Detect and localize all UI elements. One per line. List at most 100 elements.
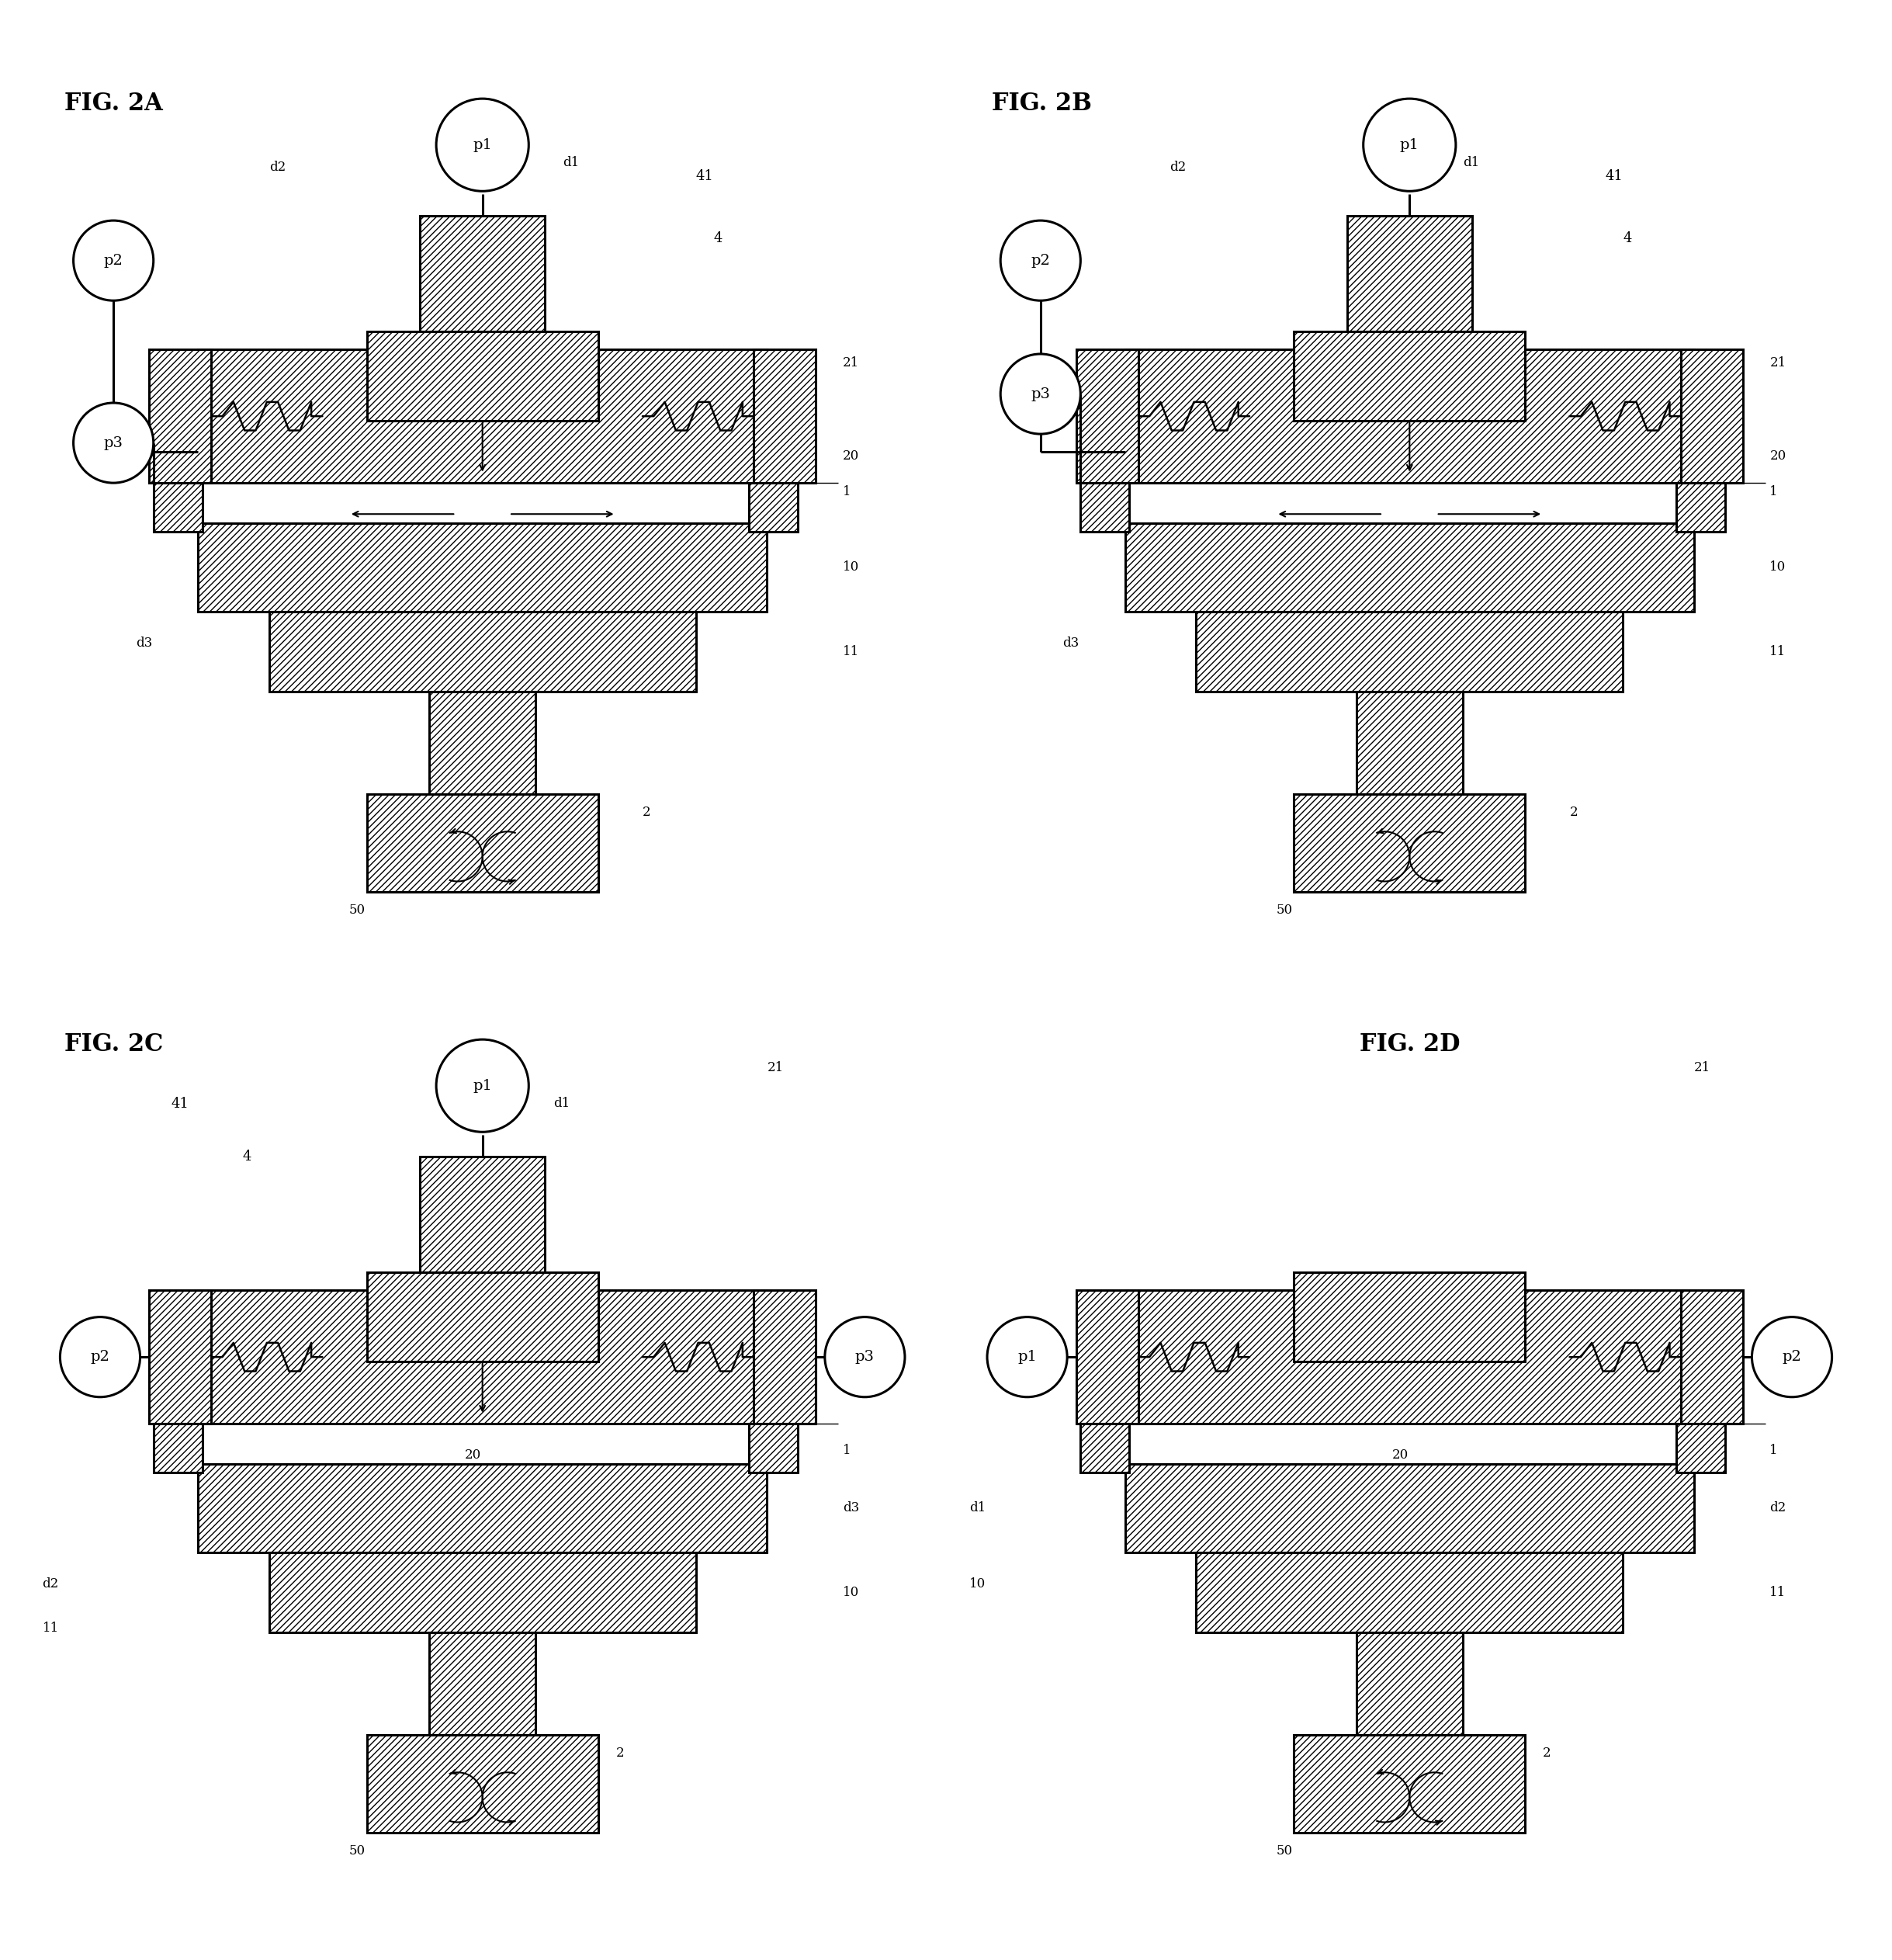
- Circle shape: [61, 1317, 140, 1397]
- Text: p2: p2: [1031, 253, 1050, 267]
- Text: p1: p1: [473, 137, 492, 153]
- Text: FIG. 2C: FIG. 2C: [64, 1033, 163, 1056]
- Circle shape: [437, 98, 528, 192]
- Bar: [367, 331, 598, 421]
- Bar: [367, 1735, 598, 1833]
- Bar: [1077, 349, 1139, 482]
- Bar: [1680, 1290, 1743, 1423]
- Bar: [1294, 794, 1525, 892]
- Text: d1: d1: [554, 1098, 569, 1109]
- Text: d2: d2: [269, 161, 286, 174]
- Text: p3: p3: [104, 435, 123, 451]
- Text: 11: 11: [842, 645, 859, 659]
- Bar: [420, 216, 545, 331]
- Text: d1: d1: [562, 157, 579, 169]
- Text: 50: 50: [1277, 1844, 1292, 1858]
- Bar: [153, 482, 202, 531]
- Bar: [1080, 482, 1130, 531]
- Bar: [199, 523, 766, 612]
- Bar: [367, 1272, 598, 1362]
- Text: 41: 41: [696, 169, 713, 182]
- Bar: [1680, 349, 1743, 482]
- Text: 50: 50: [348, 1844, 365, 1858]
- Bar: [429, 1633, 535, 1735]
- Circle shape: [1752, 1317, 1831, 1397]
- Circle shape: [988, 1317, 1067, 1397]
- Text: p1: p1: [1018, 1350, 1037, 1364]
- Text: p3: p3: [855, 1350, 874, 1364]
- Text: p2: p2: [91, 1350, 110, 1364]
- Text: 21: 21: [766, 1060, 783, 1074]
- Text: 21: 21: [842, 357, 859, 368]
- Bar: [1347, 216, 1472, 331]
- Bar: [420, 1156, 545, 1272]
- Text: 41: 41: [1604, 169, 1623, 182]
- Text: 10: 10: [842, 561, 859, 574]
- Text: 10: 10: [842, 1586, 859, 1599]
- Text: 41: 41: [170, 1096, 189, 1111]
- Circle shape: [825, 1317, 904, 1397]
- Text: 2: 2: [643, 806, 651, 819]
- Text: 2: 2: [1570, 806, 1578, 819]
- Text: 20: 20: [1393, 1448, 1408, 1462]
- Bar: [1196, 612, 1623, 692]
- Text: 50: 50: [1277, 904, 1292, 917]
- Bar: [749, 482, 798, 531]
- Text: d2: d2: [1769, 1501, 1786, 1515]
- Text: 10: 10: [969, 1578, 986, 1590]
- Text: 1: 1: [1769, 1445, 1778, 1456]
- Text: d2: d2: [1169, 161, 1186, 174]
- Bar: [1357, 1633, 1463, 1735]
- Text: p2: p2: [104, 253, 123, 267]
- Circle shape: [74, 221, 153, 300]
- Text: 1: 1: [1769, 486, 1778, 498]
- Bar: [1294, 1272, 1525, 1362]
- Text: 21: 21: [1693, 1060, 1710, 1074]
- Bar: [153, 1423, 202, 1472]
- Text: d1: d1: [969, 1501, 986, 1515]
- Bar: [1126, 349, 1693, 482]
- Bar: [1126, 523, 1693, 612]
- Bar: [149, 1290, 212, 1423]
- Text: p1: p1: [1400, 137, 1419, 153]
- Bar: [1294, 1735, 1525, 1833]
- Text: p2: p2: [1782, 1350, 1801, 1364]
- Text: 50: 50: [348, 904, 365, 917]
- Bar: [753, 1290, 815, 1423]
- Text: d2: d2: [42, 1578, 59, 1590]
- Text: 11: 11: [1769, 645, 1786, 659]
- Text: 11: 11: [42, 1621, 59, 1635]
- Text: FIG. 2A: FIG. 2A: [64, 92, 163, 116]
- Text: d3: d3: [842, 1501, 859, 1515]
- Bar: [199, 1464, 766, 1552]
- Text: d1: d1: [1463, 157, 1480, 169]
- Text: 10: 10: [1769, 561, 1786, 574]
- Text: 20: 20: [1769, 449, 1786, 463]
- Text: 4: 4: [242, 1151, 252, 1164]
- Bar: [367, 794, 598, 892]
- Text: 21: 21: [1769, 357, 1786, 368]
- Bar: [1294, 331, 1525, 421]
- Bar: [429, 692, 535, 794]
- Text: p3: p3: [1031, 386, 1050, 402]
- Text: d3: d3: [1063, 637, 1078, 649]
- Text: FIG. 2D: FIG. 2D: [1358, 1033, 1461, 1056]
- Text: 11: 11: [1769, 1586, 1786, 1599]
- Text: 2: 2: [617, 1746, 624, 1760]
- Bar: [749, 1423, 798, 1472]
- Text: p1: p1: [473, 1078, 492, 1094]
- Text: 20: 20: [842, 449, 859, 463]
- Text: 1: 1: [842, 1445, 851, 1456]
- Bar: [1676, 482, 1726, 531]
- Bar: [1077, 1290, 1139, 1423]
- Text: 1: 1: [842, 486, 851, 498]
- Bar: [1196, 1552, 1623, 1633]
- Bar: [1676, 1423, 1726, 1472]
- Bar: [1126, 1464, 1693, 1552]
- Text: d3: d3: [136, 637, 151, 649]
- Text: 4: 4: [713, 231, 723, 245]
- Text: 2: 2: [1544, 1746, 1551, 1760]
- Circle shape: [1364, 98, 1455, 192]
- Bar: [149, 349, 212, 482]
- Bar: [269, 1552, 696, 1633]
